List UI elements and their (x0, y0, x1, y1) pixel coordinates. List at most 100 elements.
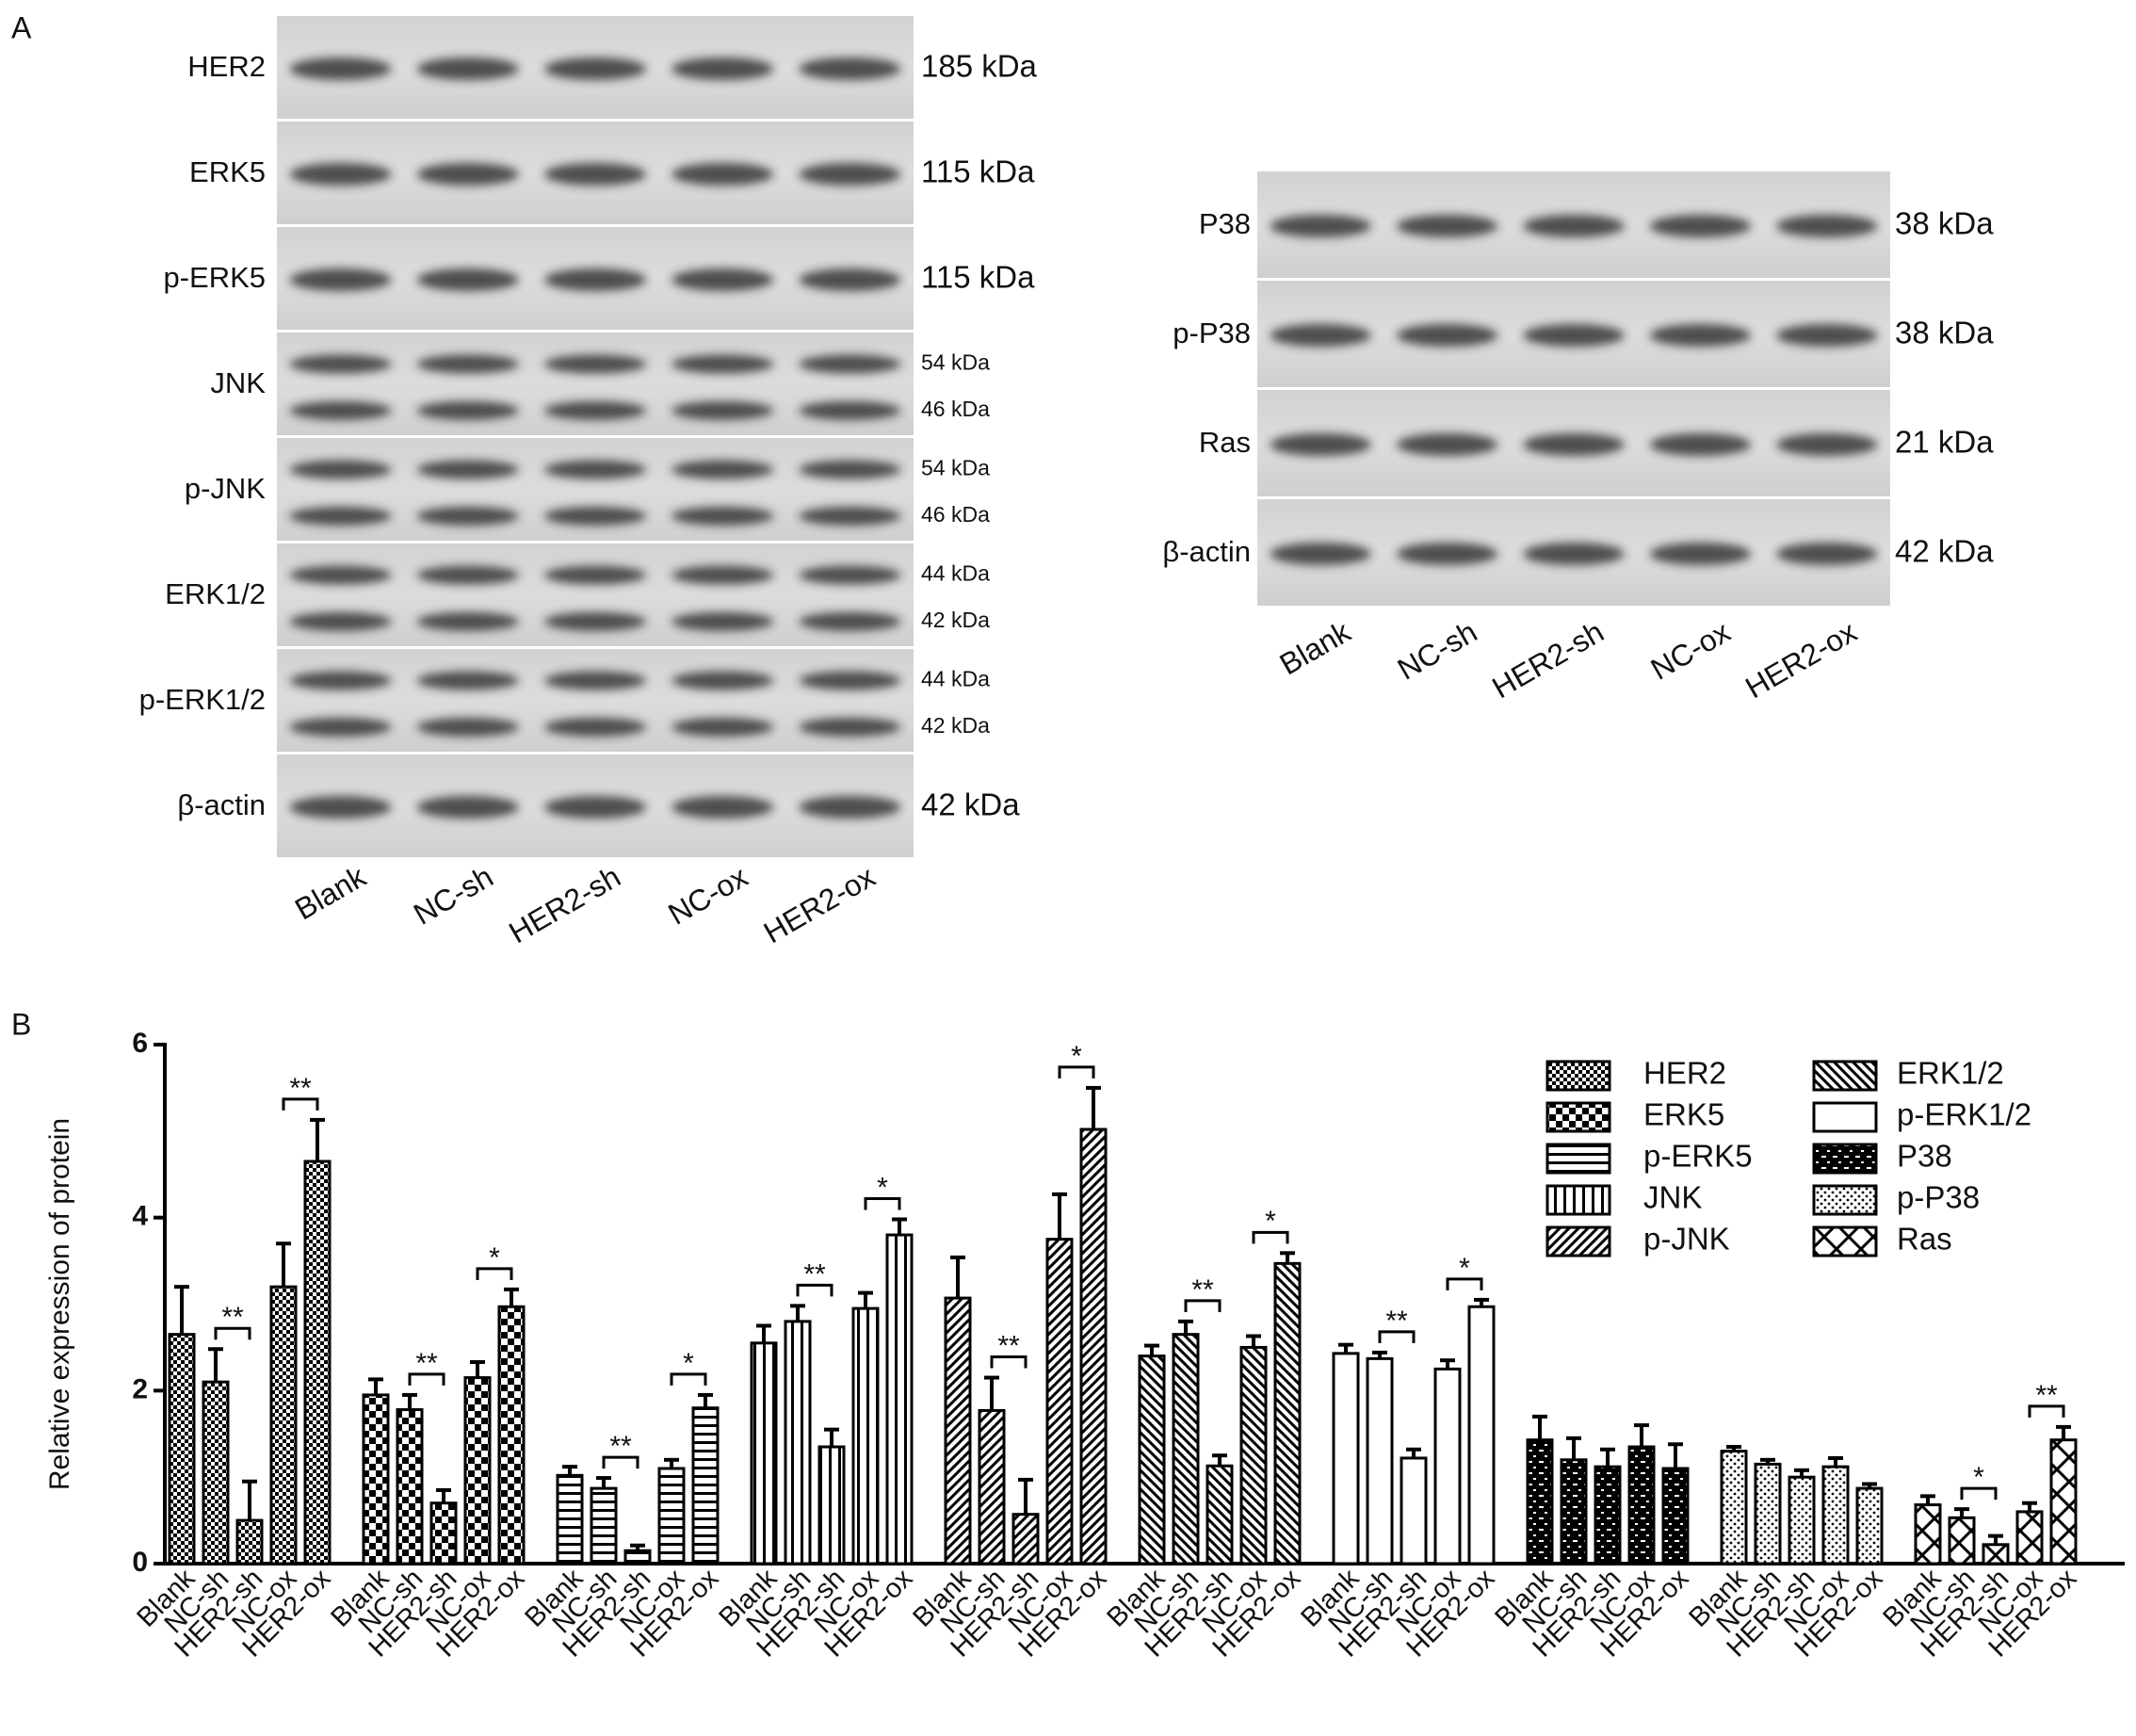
significance-label: * (1973, 1462, 1984, 1493)
kda-label: 38 kDa (1895, 206, 1994, 241)
kda-label: 46 kDa (921, 502, 990, 527)
blot-band (1396, 433, 1498, 456)
protein-label: β-actin (177, 788, 266, 821)
bar (851, 1306, 880, 1566)
blot-band (543, 268, 647, 291)
blot-band (416, 354, 519, 374)
blot-band (1776, 433, 1878, 456)
blot-band (416, 796, 519, 819)
significance-bracket (1378, 1330, 1416, 1343)
legend-label: p-P38 (1897, 1180, 1980, 1215)
legend-label: ERK5 (1643, 1097, 1724, 1132)
bar (657, 1467, 686, 1566)
bar (1172, 1333, 1200, 1566)
panel-label: A (11, 10, 32, 44)
blot-band (543, 611, 647, 631)
significance-bracket (602, 1455, 639, 1469)
bar (1400, 1456, 1428, 1566)
blot-band (672, 268, 774, 291)
kda-label: 42 kDa (1895, 534, 1994, 569)
significance-bracket (408, 1372, 445, 1386)
blot-band (1396, 215, 1498, 237)
significance-label: * (1265, 1206, 1276, 1237)
lane-label: HER2-sh (1486, 614, 1609, 705)
blot-band (799, 611, 901, 631)
legend-swatch (1545, 1143, 1611, 1175)
blot-band (289, 163, 392, 186)
bar (1914, 1503, 1942, 1566)
bar (1045, 1238, 1074, 1566)
bar (1467, 1305, 1496, 1566)
legend-swatch (1545, 1060, 1611, 1092)
bar (362, 1393, 390, 1566)
kda-label: 42 kDa (921, 608, 990, 632)
kda-label: 54 kDa (921, 350, 990, 375)
legend-swatch (1812, 1143, 1878, 1175)
bar (1594, 1465, 1622, 1566)
bar (590, 1486, 618, 1566)
kda-label: 115 kDa (921, 260, 1035, 295)
bar (1206, 1464, 1234, 1566)
significance-bracket (1184, 1299, 1222, 1312)
bar (396, 1408, 424, 1566)
blot-band (416, 506, 519, 526)
blot-band (1649, 543, 1752, 565)
kda-label: 44 kDa (921, 667, 990, 691)
bar (978, 1408, 1006, 1566)
lane-label: HER2-sh (503, 859, 625, 949)
blot-band (1649, 433, 1752, 456)
blot-band (799, 565, 901, 585)
protein-label: P38 (1199, 207, 1251, 240)
blot-band (289, 506, 392, 526)
significance-label: ** (2035, 1380, 2058, 1411)
significance-label: * (877, 1172, 888, 1203)
blot-band (543, 460, 647, 479)
blot-band (1523, 543, 1625, 565)
blot-band (672, 796, 774, 819)
significance-bracket (1252, 1230, 1289, 1244)
bar (1661, 1467, 1690, 1566)
bar (885, 1233, 914, 1566)
significance-bracket (1058, 1065, 1095, 1079)
significance-label: * (683, 1348, 694, 1379)
significance-label: ** (221, 1302, 244, 1333)
bar (1366, 1356, 1394, 1566)
bar (1079, 1128, 1108, 1566)
blot-band (672, 717, 774, 737)
protein-label: Ras (1199, 426, 1251, 459)
blot-band (543, 400, 647, 420)
y-tick-label: 4 (132, 1201, 148, 1232)
protein-label: p-JNK (185, 472, 266, 505)
blot-band (416, 57, 519, 80)
legend-label: p-ERK5 (1643, 1139, 1753, 1174)
blot-band (416, 717, 519, 737)
bar (1273, 1261, 1302, 1566)
legend-swatch (1812, 1101, 1878, 1133)
blot-band (672, 57, 774, 80)
blot-band (289, 268, 392, 291)
lane-label: NC-ox (662, 859, 753, 932)
blot-band (799, 506, 901, 526)
blot-band (289, 717, 392, 737)
bar (168, 1333, 196, 1566)
legend-swatch (1812, 1225, 1878, 1257)
kda-label: 54 kDa (921, 456, 990, 480)
bar (623, 1549, 652, 1566)
significance-bracket (864, 1197, 901, 1210)
bar (1433, 1367, 1462, 1566)
legend-label: HER2 (1643, 1056, 1726, 1091)
bar (817, 1445, 846, 1566)
significance-label: * (489, 1242, 500, 1274)
blot-band (289, 611, 392, 631)
blot-band (289, 354, 392, 374)
significance-label: * (1459, 1253, 1470, 1284)
significance-label: ** (997, 1330, 1020, 1361)
significance-label: ** (803, 1258, 826, 1290)
blot-band (672, 506, 774, 526)
bar (1982, 1543, 2010, 1566)
protein-label: p-ERK1/2 (139, 683, 266, 716)
bar (2015, 1510, 2044, 1566)
bar (463, 1376, 492, 1566)
significance-label: ** (415, 1348, 438, 1379)
lane-label: HER2-ox (1740, 614, 1862, 705)
